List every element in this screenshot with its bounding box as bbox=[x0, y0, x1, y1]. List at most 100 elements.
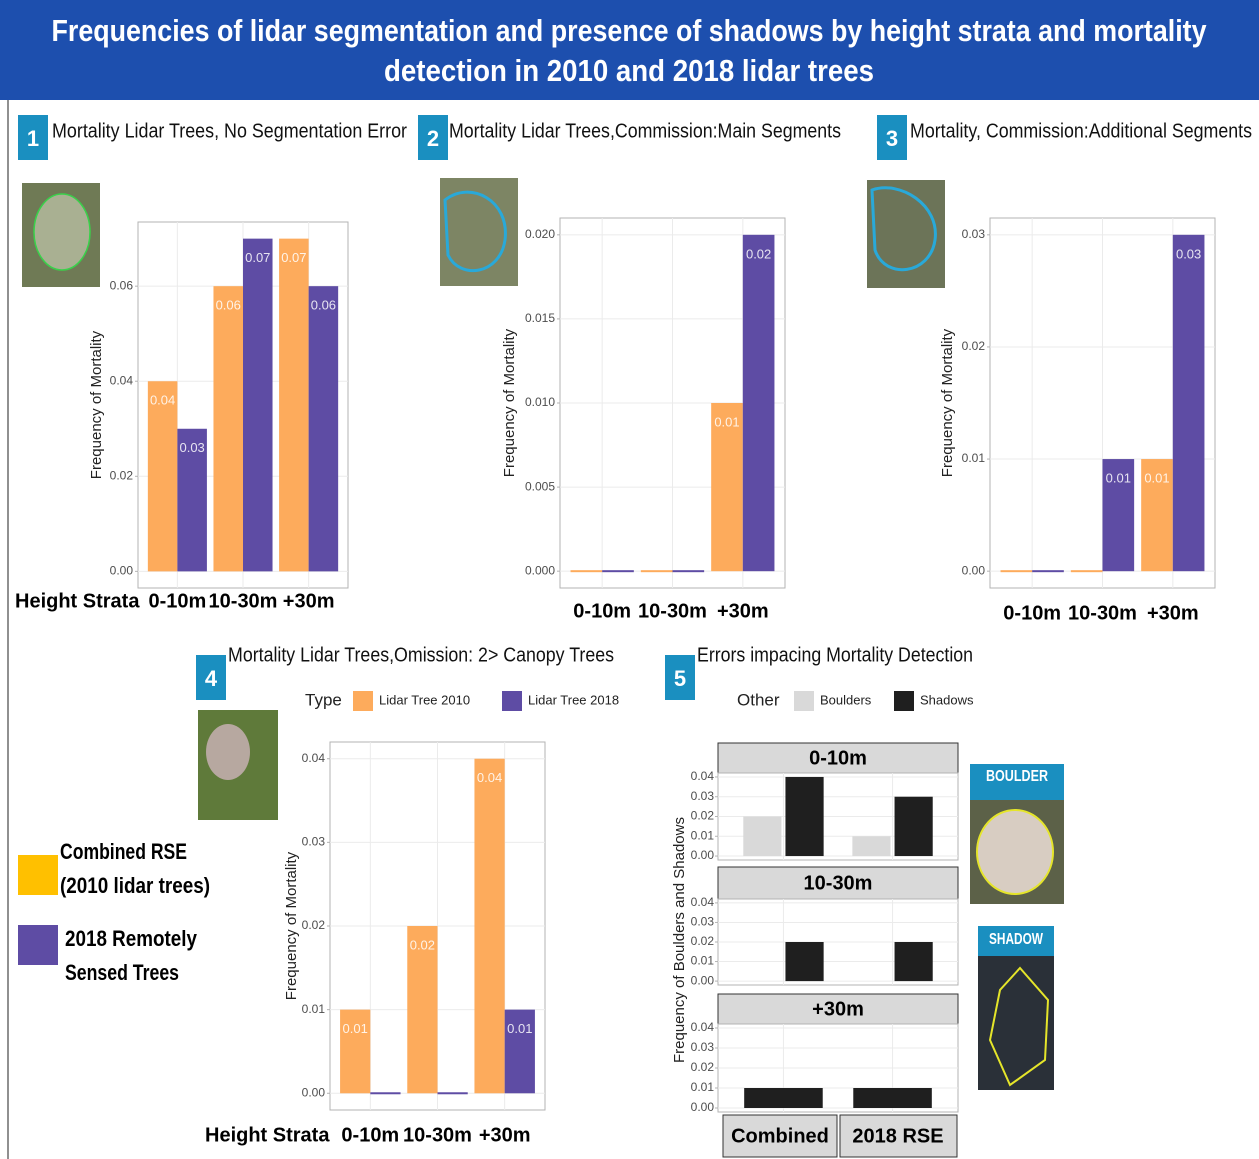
y-tick-label: 0.010 bbox=[525, 395, 555, 409]
y-tick-label: 0.005 bbox=[525, 479, 555, 493]
y-tick-label: 0.06 bbox=[110, 278, 134, 292]
legend-swatch bbox=[502, 691, 522, 711]
chart-number: 5 bbox=[674, 666, 686, 691]
value-label: 0.07 bbox=[281, 250, 306, 265]
legend-label: (2010 lidar trees) bbox=[60, 873, 210, 898]
value-label: 0.06 bbox=[311, 298, 336, 313]
value-label: 0.03 bbox=[1176, 246, 1201, 261]
x-tick-label: 0-10m bbox=[1003, 602, 1061, 624]
bar bbox=[602, 570, 634, 572]
value-label: 0.02 bbox=[410, 937, 435, 952]
legend-title: Other bbox=[737, 690, 780, 709]
y-tick-label: 0.03 bbox=[691, 1040, 715, 1054]
thumb-1-crown bbox=[34, 194, 90, 270]
bar bbox=[1001, 570, 1033, 572]
bar bbox=[571, 570, 603, 572]
bar bbox=[744, 1088, 823, 1108]
y-tick-label: 0.00 bbox=[691, 973, 715, 987]
y-tick-label: 0.03 bbox=[691, 915, 715, 929]
y-tick-label: 0.00 bbox=[691, 1100, 715, 1114]
value-label: 0.01 bbox=[714, 414, 739, 429]
bar bbox=[1071, 570, 1103, 572]
chart-number: 1 bbox=[27, 126, 39, 151]
page-title: detection in 2010 and 2018 lidar trees bbox=[384, 53, 874, 88]
y-tick-label: 0.04 bbox=[691, 769, 715, 783]
y-tick-label: 0.000 bbox=[525, 563, 555, 577]
bar bbox=[1032, 570, 1064, 572]
y-tick-label: 0.03 bbox=[691, 789, 715, 803]
y-axis-label: Frequency of Mortality bbox=[88, 330, 105, 479]
y-tick-label: 0.00 bbox=[962, 563, 986, 577]
value-label: 0.07 bbox=[245, 250, 270, 265]
poster: Frequencies of lidar segmentation and pr… bbox=[0, 0, 1259, 1159]
bar bbox=[474, 759, 504, 1094]
y-tick-label: 0.01 bbox=[691, 828, 715, 842]
thumb-3 bbox=[867, 180, 945, 288]
y-tick-label: 0.01 bbox=[691, 954, 715, 968]
bar bbox=[673, 570, 705, 572]
legend-swatch bbox=[794, 691, 814, 711]
x-tick-label: 0-10m bbox=[573, 600, 631, 622]
bar bbox=[279, 239, 309, 572]
y-tick-label: 0.00 bbox=[691, 848, 715, 862]
value-label: 0.03 bbox=[179, 440, 204, 455]
y-tick-label: 0.01 bbox=[691, 1080, 715, 1094]
bar bbox=[743, 817, 781, 857]
y-tick-label: 0.00 bbox=[302, 1085, 326, 1099]
facet-label: 10-30m bbox=[804, 872, 873, 894]
y-axis-label: Frequency of Boulders and Shadows bbox=[671, 817, 688, 1063]
bar bbox=[641, 570, 673, 572]
chart-number: 4 bbox=[205, 666, 218, 691]
x-tick-label: 10-30m bbox=[1068, 602, 1137, 624]
x-axis-label: Height Strata bbox=[205, 1124, 330, 1146]
bar bbox=[148, 381, 178, 571]
bar bbox=[370, 1092, 400, 1094]
legend-swatch bbox=[18, 925, 58, 965]
y-tick-label: 0.02 bbox=[110, 468, 134, 482]
bar bbox=[743, 235, 775, 571]
bar bbox=[309, 286, 339, 571]
chart-number: 2 bbox=[427, 126, 439, 151]
y-tick-label: 0.01 bbox=[302, 1002, 326, 1016]
y-tick-label: 0.02 bbox=[302, 918, 326, 932]
legend-swatch bbox=[353, 691, 373, 711]
value-label: 0.01 bbox=[1106, 470, 1131, 485]
y-tick-label: 0.020 bbox=[525, 227, 555, 241]
bar bbox=[1173, 235, 1205, 571]
legend-title: Type bbox=[305, 690, 342, 709]
facet-label: 0-10m bbox=[809, 747, 867, 769]
y-tick-label: 0.04 bbox=[691, 1020, 715, 1034]
value-label: 0.04 bbox=[477, 770, 502, 785]
chart-title: Errors impacing Mortality Detection bbox=[697, 644, 973, 666]
y-tick-label: 0.02 bbox=[691, 809, 715, 823]
chart-title: Mortality Lidar Trees, No Segmentation E… bbox=[52, 120, 407, 142]
y-tick-label: 0.03 bbox=[962, 227, 986, 241]
x-tick-label: +30m bbox=[479, 1124, 531, 1146]
y-axis-label: Frequency of Mortality bbox=[501, 328, 518, 477]
y-tick-label: 0.02 bbox=[691, 1060, 715, 1074]
x-tick-label: 10-30m bbox=[209, 590, 278, 612]
value-label: 0.01 bbox=[507, 1021, 532, 1036]
x-tick-label: +30m bbox=[717, 600, 769, 622]
y-tick-label: 0.02 bbox=[962, 339, 986, 353]
chart-title: Mortality, Commission:Additional Segment… bbox=[910, 120, 1252, 142]
y-tick-label: 0.03 bbox=[302, 835, 326, 849]
x-tick-label: +30m bbox=[1147, 602, 1199, 624]
page-title: Frequencies of lidar segmentation and pr… bbox=[52, 13, 1208, 48]
legend-swatch bbox=[894, 691, 914, 711]
x-tick-label: 10-30m bbox=[403, 1124, 472, 1146]
chart-title: Mortality Lidar Trees,Omission: 2> Canop… bbox=[228, 644, 614, 666]
bar bbox=[213, 286, 243, 571]
bar bbox=[438, 1092, 468, 1094]
legend-label: Lidar Tree 2010 bbox=[379, 692, 470, 707]
x-tick-label: +30m bbox=[283, 590, 335, 612]
chart-number: 3 bbox=[886, 126, 898, 151]
x-tick-label: 0-10m bbox=[148, 590, 206, 612]
chart-title: Mortality Lidar Trees,Commission:Main Se… bbox=[449, 120, 841, 142]
bar bbox=[243, 239, 273, 572]
y-tick-label: 0.04 bbox=[302, 751, 326, 765]
bar bbox=[895, 797, 933, 856]
value-label: 0.02 bbox=[746, 246, 771, 261]
x-tick-label: 2018 RSE bbox=[852, 1125, 943, 1147]
y-tick-label: 0.04 bbox=[110, 373, 134, 387]
